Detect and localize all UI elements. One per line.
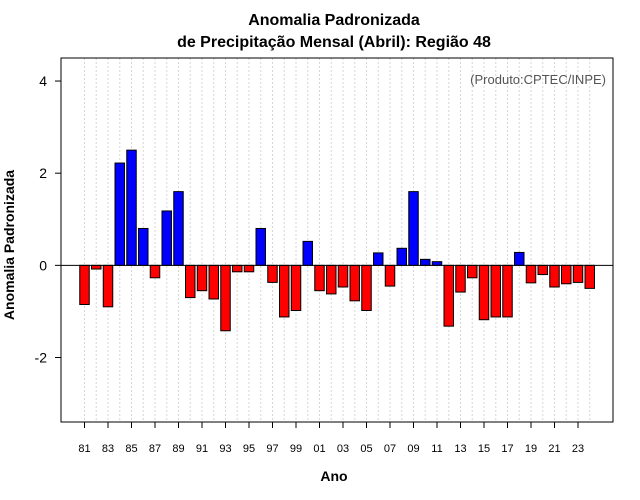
bar-82 (91, 264, 102, 270)
x-tick-label: 97 (266, 443, 278, 455)
x-tick-label: 81 (78, 443, 90, 455)
x-tick-label: 01 (313, 443, 325, 455)
bar-83 (102, 264, 114, 308)
bar-01 (314, 264, 325, 292)
x-tick-label: 11 (431, 443, 442, 455)
bar-97 (267, 264, 278, 283)
x-tick-label: 85 (125, 443, 137, 455)
bar-81 (79, 264, 90, 306)
bar-24 (584, 264, 595, 289)
x-axis: 81 83 85 87 89 91 93 95 97 99 01 03 05 07 09 11 13 15 17 19… (78, 422, 584, 455)
x-tick-label: 09 (407, 443, 419, 455)
x-tick-label: 95 (243, 443, 255, 455)
y-tick-label: 0 (39, 257, 47, 273)
bar-20 (537, 264, 548, 276)
x-tick-label: 99 (290, 443, 302, 455)
x-tick-label: 93 (219, 443, 231, 455)
bar-94 (232, 264, 243, 273)
y-axis: -2 0 2 4 (35, 73, 61, 365)
bar-21 (549, 264, 560, 288)
x-tick-label: 83 (102, 443, 114, 455)
bars (79, 149, 595, 332)
bar-02 (326, 264, 337, 295)
bar-17 (502, 264, 513, 318)
x-tick-label: 19 (525, 443, 537, 455)
bar-23 (572, 264, 584, 283)
y-tick-label: 2 (39, 165, 47, 181)
bar-86 (138, 227, 149, 266)
bar-93 (220, 264, 231, 332)
bar-07 (384, 264, 396, 287)
y-tick-label: 4 (39, 73, 47, 89)
bar-00 (302, 240, 313, 266)
bar-19 (525, 264, 537, 284)
y-axis-label: Anomalia Padronizada (1, 170, 17, 320)
bar-22 (561, 264, 572, 285)
x-axis-label: Ano (320, 468, 347, 484)
bar-10 (420, 258, 431, 266)
chart-subtitle: de Precipitação Mensal (Abril): Região 4… (177, 34, 491, 51)
grid-lines (84, 58, 591, 422)
bar-03 (337, 264, 349, 288)
x-tick-label: 05 (360, 443, 372, 455)
bar-99 (290, 264, 302, 311)
x-tick-label: 03 (337, 443, 349, 455)
y-tick-label: -2 (35, 349, 48, 365)
plot-frame (60, 57, 614, 423)
bar-91 (196, 264, 208, 292)
bar-09 (408, 191, 419, 266)
bar-13 (455, 264, 466, 293)
bar-16 (490, 264, 501, 318)
x-tick-label: 87 (149, 443, 161, 455)
x-tick-label: 89 (172, 443, 184, 455)
bar-96 (255, 227, 266, 266)
bar-18 (514, 251, 525, 266)
bar-06 (373, 252, 384, 266)
bar-05 (361, 264, 372, 311)
bar-85 (126, 149, 137, 266)
x-tick-label: 91 (196, 443, 208, 455)
bar-98 (279, 264, 290, 318)
bar-08 (396, 247, 407, 266)
chart-title: Anomalia Padronizada (248, 12, 420, 29)
bar-92 (208, 264, 219, 300)
bar-14 (467, 264, 478, 279)
bar-12 (443, 264, 454, 327)
bar-89 (173, 191, 184, 266)
product-credit: (Produto:CPTEC/INPE) (470, 72, 606, 87)
bar-84 (114, 162, 125, 266)
bar-11 (431, 261, 443, 266)
bar-88 (161, 210, 172, 266)
bar-95 (243, 264, 255, 273)
x-tick-label: 23 (572, 443, 584, 455)
x-tick-label: 17 (501, 443, 513, 455)
x-tick-label: 07 (384, 443, 396, 455)
bar-87 (149, 264, 161, 279)
x-tick-label: 13 (454, 443, 466, 455)
x-tick-label: 15 (478, 443, 490, 455)
x-tick-label: 21 (548, 443, 560, 455)
bar-15 (478, 264, 490, 321)
bar-04 (349, 264, 360, 302)
bar-90 (185, 264, 196, 299)
